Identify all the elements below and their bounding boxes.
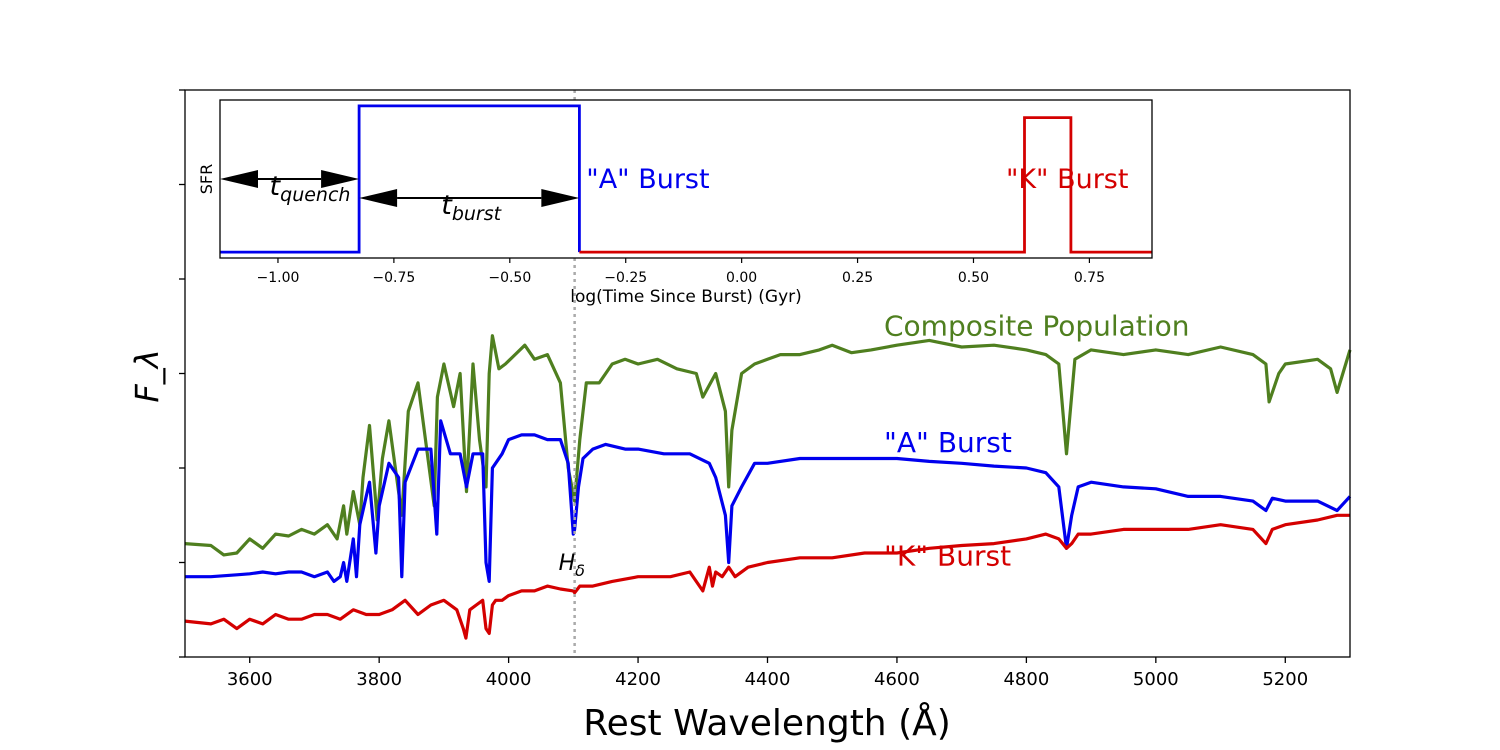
- inset-x-ticks: −1.00 −0.75 −0.50 −0.25 0.00 0.25 0.50 0.75: [257, 258, 1105, 286]
- main-x-tick-label: 5000: [1133, 669, 1179, 690]
- arrow-head-right: [321, 170, 360, 188]
- main-x-tick-label: 5200: [1262, 669, 1308, 690]
- inset-series-line-1: [579, 116, 1152, 254]
- main-x-tick-label: 4000: [486, 669, 532, 690]
- main-x-tick-label: 4800: [1003, 669, 1049, 690]
- inset-series-annotation: "A" Burst: [586, 164, 709, 195]
- series-annotation: "A" Burst: [884, 426, 1012, 459]
- main-x-tick-label: 3800: [356, 669, 402, 690]
- inset-x-tick-label: 0.25: [842, 270, 873, 286]
- arrow-head-right: [541, 189, 580, 208]
- inset-x-tick-label: −1.00: [257, 270, 300, 286]
- arrow-head-left: [220, 170, 258, 188]
- inset-x-tick-label: 0.50: [958, 270, 989, 286]
- inset-x-tick-label: 0.00: [726, 270, 757, 286]
- main-x-tick-label: 3600: [227, 669, 273, 690]
- series-annotation: "K" Burst: [884, 539, 1011, 572]
- inset-series-annotations: "A" Burst "K" Burst: [586, 164, 1128, 195]
- inset-series-group: [220, 104, 1152, 254]
- h-delta-label: Hδ: [559, 551, 586, 580]
- inset-arrows: tquench tburst: [220, 170, 580, 225]
- arrow-label: tburst: [441, 190, 502, 225]
- inset-x-tick-label: −0.25: [604, 270, 647, 286]
- inset-series-line-0: [220, 104, 581, 254]
- inset-x-axis-label: log(Time Since Burst) (Gyr): [570, 287, 802, 307]
- main-series-annotations: Composite Population "A" Burst "K" Burst: [884, 310, 1189, 573]
- inset-series-annotation: "K" Burst: [1006, 164, 1129, 195]
- series-annotation: Composite Population: [884, 310, 1189, 343]
- main-series-group: [184, 334, 1352, 640]
- main-x-tick-label: 4200: [615, 669, 661, 690]
- inset-plot-frame: [219, 99, 1153, 259]
- main-x-axis-label: Rest Wavelength (Å): [583, 701, 951, 744]
- arrow-head-left: [359, 189, 398, 208]
- inset-x-tick-label: −0.50: [488, 270, 531, 286]
- series-line-0: [184, 334, 1352, 557]
- arrow-label: tquench: [270, 171, 351, 206]
- inset-x-tick-label: 0.75: [1074, 270, 1105, 286]
- main-x-ticks: 3600 3800 4000 4200 4400 4600 4800 5000 5200: [227, 657, 1308, 690]
- main-axes: 3600 3800 4000 4200 4400 4600 4800 5000 5200 Com…: [128, 89, 1352, 744]
- inset-background: [220, 100, 1152, 258]
- main-y-axis-label: F_λ: [128, 349, 166, 402]
- inset-y-axis-label: SFR: [197, 164, 216, 194]
- series-line-1: [185, 419, 1352, 583]
- series-line-2: [184, 513, 1350, 640]
- main-plot-frame: [184, 89, 1351, 658]
- inset-x-tick-label: −0.75: [372, 270, 415, 286]
- inset-axes: tquench tburst "A" Burst "K" Burst −1.00 −0…: [197, 99, 1153, 307]
- main-x-tick-label: 4400: [745, 669, 791, 690]
- main-x-tick-label: 4600: [874, 669, 920, 690]
- main-y-ticks: [179, 89, 185, 658]
